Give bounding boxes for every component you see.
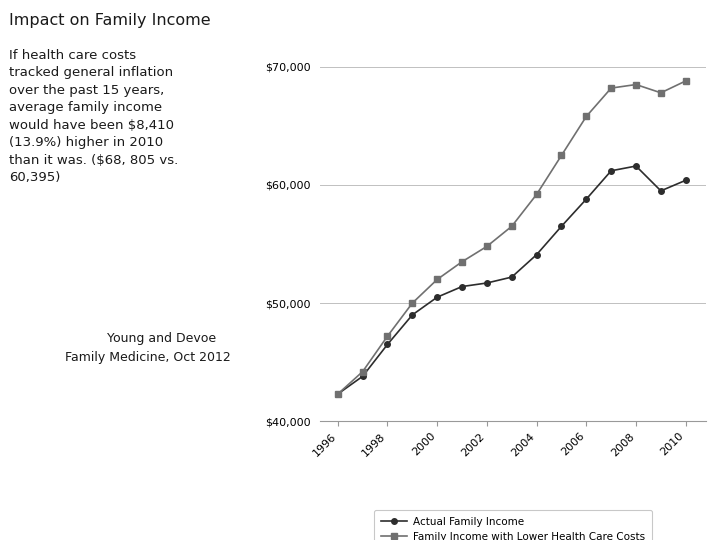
Text: Page 14: Page 14: [667, 517, 714, 530]
Family Income with Lower Health Care Costs: [508, 223, 516, 230]
Family Income with Lower Health Care Costs: [433, 276, 441, 283]
Family Income with Lower Health Care Costs: [657, 90, 665, 96]
Actual Family Income: [383, 341, 392, 348]
Family Income with Lower Health Care Costs: [631, 82, 640, 88]
Family Income with Lower Health Care Costs: [333, 391, 342, 397]
Family Income with Lower Health Care Costs: [582, 113, 590, 120]
Actual Family Income: [508, 274, 516, 280]
Text: If health care costs
tracked general inflation
over the past 15 years,
average f: If health care costs tracked general inf…: [9, 49, 178, 184]
Text: Young and Devoe: Young and Devoe: [107, 332, 217, 345]
Family Income with Lower Health Care Costs: [408, 300, 417, 306]
Actual Family Income: [458, 284, 467, 290]
Actual Family Income: [557, 223, 566, 230]
Text: Impact on Family Income: Impact on Family Income: [9, 14, 210, 29]
Actual Family Income: [681, 177, 690, 184]
Actual Family Income: [631, 163, 640, 170]
Actual Family Income: [582, 196, 590, 202]
Actual Family Income: [482, 280, 491, 286]
Family Income with Lower Health Care Costs: [681, 78, 690, 84]
Text: Family Medicine, Oct 2012: Family Medicine, Oct 2012: [65, 351, 230, 364]
Actual Family Income: [532, 252, 541, 258]
Actual Family Income: [657, 187, 665, 194]
Legend: Actual Family Income, Family Income with Lower Health Care Costs: Actual Family Income, Family Income with…: [374, 510, 652, 540]
Family Income with Lower Health Care Costs: [532, 191, 541, 198]
Actual Family Income: [408, 312, 417, 318]
Family Income with Lower Health Care Costs: [482, 243, 491, 249]
Family Income with Lower Health Care Costs: [359, 368, 367, 375]
Family Income with Lower Health Care Costs: [607, 85, 616, 91]
Family Income with Lower Health Care Costs: [458, 259, 467, 265]
Actual Family Income: [607, 167, 616, 174]
Family Income with Lower Health Care Costs: [557, 152, 566, 159]
Line: Family Income with Lower Health Care Costs: Family Income with Lower Health Care Cos…: [334, 77, 689, 397]
Actual Family Income: [433, 294, 441, 300]
Family Income with Lower Health Care Costs: [383, 333, 392, 339]
Actual Family Income: [359, 373, 367, 380]
Text: Brian Klepper, Ph.D: Brian Klepper, Ph.D: [6, 517, 121, 530]
Line: Actual Family Income: Actual Family Income: [335, 163, 688, 397]
Actual Family Income: [333, 391, 342, 397]
